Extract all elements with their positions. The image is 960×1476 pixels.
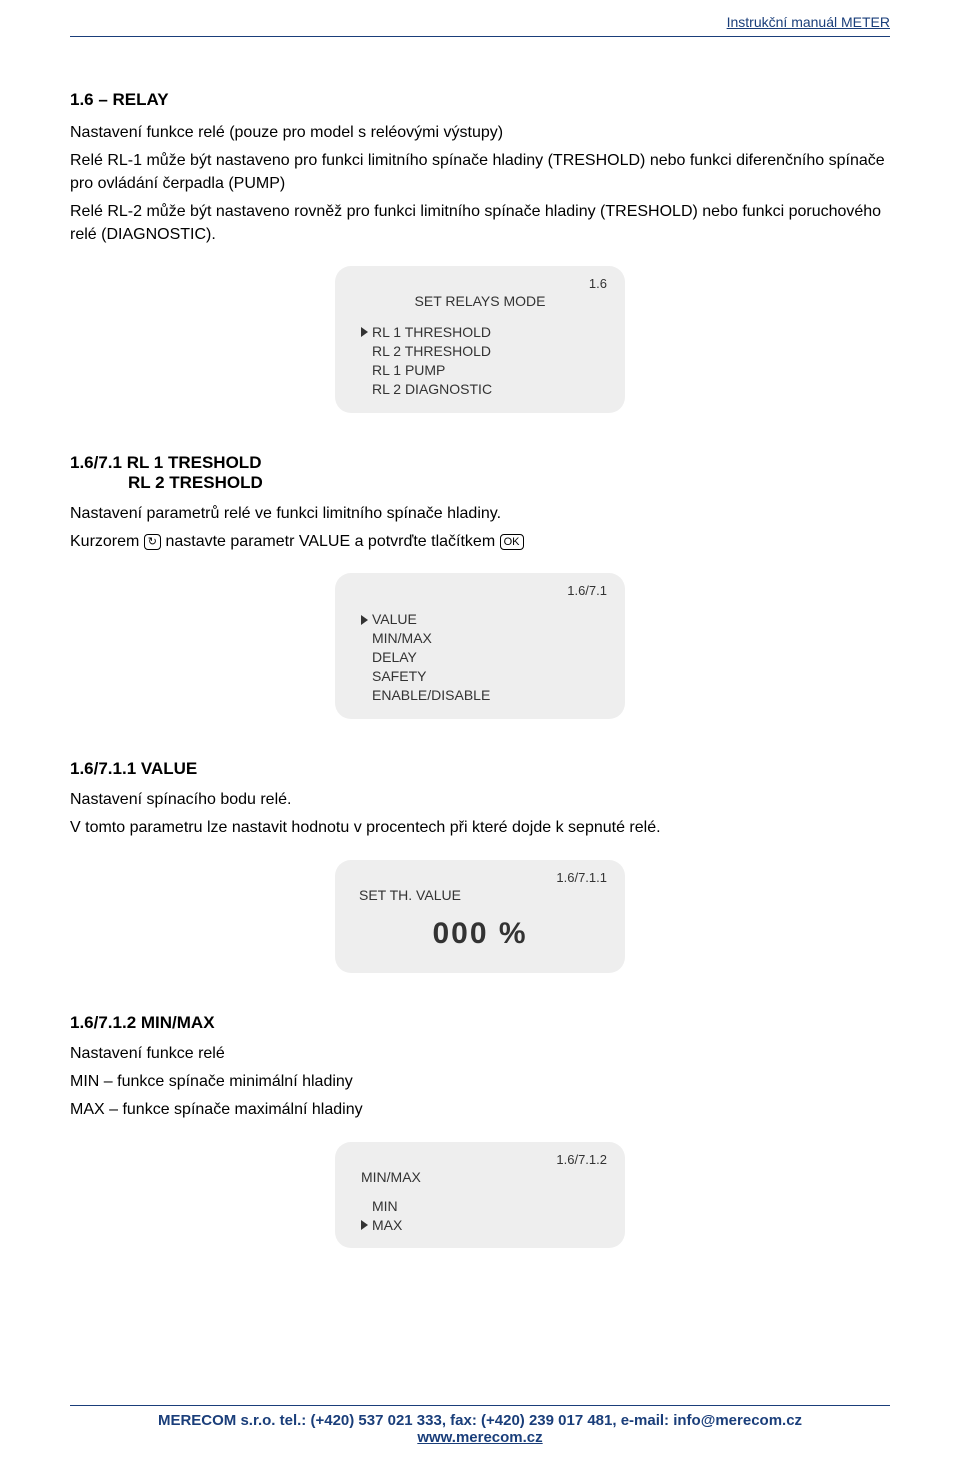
page-footer: MERECOM s.r.o. tel.: (+420) 537 021 333,… [70, 1405, 890, 1446]
list-item: RL 2 THRESHOLD [361, 342, 607, 361]
screen-1-6-num: 1.6 [353, 276, 607, 291]
screen-16712-num: 1.6/7.1.2 [353, 1152, 607, 1167]
screen-1-6-title: SET RELAYS MODE [353, 293, 607, 309]
sec16711-p2: V tomto parametru lze nastavit hodnotu v… [70, 817, 890, 839]
list-item-label: RL 2 THRESHOLD [372, 342, 491, 361]
pointer-icon [361, 615, 368, 625]
heading-1671: 1.6/7.1 RL 1 TRESHOLD RL 2 TRESHOLD [70, 453, 890, 493]
screen-16711-num: 1.6/7.1.1 [353, 870, 607, 885]
screen-16712: 1.6/7.1.2 MIN/MAX MIN MAX [335, 1142, 625, 1249]
heading-1-6: 1.6 – RELAY [70, 90, 890, 110]
sec1671-p2a: Kurzorem [70, 533, 144, 550]
sec16-p1: Nastavení funkce relé (pouze pro model s… [70, 122, 890, 144]
pointer-icon [361, 1220, 368, 1230]
footer-line1: MERECOM s.r.o. tel.: (+420) 537 021 333,… [70, 1412, 890, 1429]
header-rule [70, 36, 890, 37]
screen-1671: 1.6/7.1 VALUE MIN/MAX DELAY SAFETY ENABL… [335, 573, 625, 718]
screen-16711-value: 000 % [353, 917, 607, 951]
sec16712-p3: MAX – funkce spínače maximální hladiny [70, 1099, 890, 1121]
sec1671-p1: Nastavení parametrů relé ve funkci limit… [70, 503, 890, 525]
screen-1-6: 1.6 SET RELAYS MODE RL 1 THRESHOLD RL 2 … [335, 266, 625, 413]
cursor-icon: ↻ [144, 534, 161, 550]
list-item-label: MIN [372, 1197, 398, 1216]
sec16712-p2: MIN – funkce spínače minimální hladiny [70, 1071, 890, 1093]
list-item-label: MIN/MAX [372, 629, 432, 648]
pointer-icon [361, 327, 368, 337]
h1671-line1: 1.6/7.1 RL 1 TRESHOLD [70, 453, 261, 472]
list-item-label: VALUE [372, 610, 417, 629]
ok-icon: OK [500, 534, 524, 550]
sec16711-p1: Nastavení spínacího bodu relé. [70, 789, 890, 811]
h1671-line2: RL 2 TRESHOLD [128, 473, 263, 492]
list-item: MAX [361, 1216, 607, 1235]
footer-rule [70, 1405, 890, 1406]
sec16-p2: Relé RL-1 může být nastaveno pro funkci … [70, 150, 890, 195]
list-item-label: RL 1 PUMP [372, 361, 445, 380]
list-item-label: RL 1 THRESHOLD [372, 323, 491, 342]
screen-16712-title: MIN/MAX [353, 1169, 607, 1185]
list-item: RL 1 PUMP [361, 361, 607, 380]
list-item: RL 2 DIAGNOSTIC [361, 380, 607, 399]
list-item: SAFETY [361, 667, 607, 686]
sec16712-p1: Nastavení funkce relé [70, 1043, 890, 1065]
sec16-p3: Relé RL-2 může být nastaveno rovněž pro … [70, 201, 890, 246]
list-item-label: MAX [372, 1216, 402, 1235]
list-item: MIN/MAX [361, 629, 607, 648]
sec1671-p2: Kurzorem ↻ nastavte parametr VALUE a pot… [70, 531, 890, 553]
list-item: RL 1 THRESHOLD [361, 323, 607, 342]
screen-1671-num: 1.6/7.1 [353, 583, 607, 598]
list-item: ENABLE/DISABLE [361, 686, 607, 705]
list-item: DELAY [361, 648, 607, 667]
main-content: 1.6 – RELAY Nastavení funkce relé (pouze… [70, 90, 890, 1248]
screen-1-6-list: RL 1 THRESHOLD RL 2 THRESHOLD RL 1 PUMP … [353, 323, 607, 399]
list-item-label: SAFETY [372, 667, 426, 686]
list-item-label: ENABLE/DISABLE [372, 686, 490, 705]
footer-line2: www.merecom.cz [70, 1429, 890, 1446]
list-item-label: RL 2 DIAGNOSTIC [372, 380, 492, 399]
heading-16711: 1.6/7.1.1 VALUE [70, 759, 890, 779]
list-item: MIN [361, 1197, 607, 1216]
header-right-text: Instrukční manuál METER [727, 14, 890, 30]
list-item-label: DELAY [372, 648, 417, 667]
screen-16711: 1.6/7.1.1 SET TH. VALUE 000 % [335, 860, 625, 973]
screen-16712-list: MIN MAX [353, 1197, 607, 1235]
list-item: VALUE [361, 610, 607, 629]
screen-1671-list: VALUE MIN/MAX DELAY SAFETY ENABLE/DISABL… [353, 610, 607, 704]
heading-16712: 1.6/7.1.2 MIN/MAX [70, 1013, 890, 1033]
screen-16711-title: SET TH. VALUE [353, 887, 607, 903]
sec1671-p2b: nastavte parametr VALUE a potvrďte tlačí… [161, 533, 500, 550]
